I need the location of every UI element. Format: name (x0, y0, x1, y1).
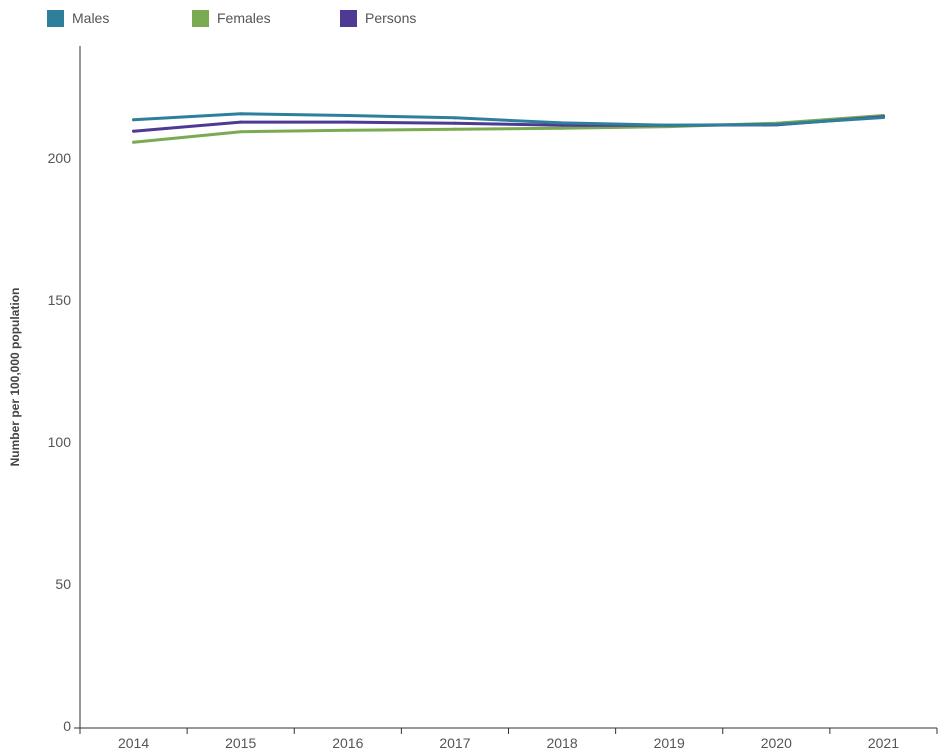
x-tick-label: 2014 (118, 735, 149, 751)
chart-legend: Males Females Persons (0, 0, 938, 34)
x-tick-label: 2019 (654, 735, 685, 751)
data-point-males[interactable] (667, 123, 671, 127)
series-line-males[interactable] (132, 112, 885, 127)
data-point-females[interactable] (239, 130, 243, 134)
data-point-females[interactable] (132, 140, 136, 144)
legend-item-males[interactable]: Males (47, 8, 109, 28)
y-tick-label: 0 (63, 718, 71, 734)
x-axis: 2014 2015 2016 2017 2018 2019 2020 2021 (74, 727, 938, 751)
data-point-males[interactable] (132, 118, 136, 122)
data-point-males[interactable] (881, 116, 885, 120)
y-tick-label: 200 (48, 150, 72, 166)
data-point-males[interactable] (560, 121, 564, 125)
x-tick-label: 2021 (868, 735, 899, 751)
data-point-males[interactable] (239, 112, 243, 116)
data-point-persons[interactable] (346, 120, 350, 124)
y-axis-title: Number per 100,000 population (8, 288, 22, 467)
data-point-females[interactable] (453, 127, 457, 131)
data-point-males[interactable] (453, 116, 457, 120)
legend-item-females[interactable]: Females (192, 8, 271, 28)
x-tick-label: 2018 (546, 735, 577, 751)
data-point-males[interactable] (346, 114, 350, 118)
legend-swatch-females (192, 9, 209, 27)
data-point-persons[interactable] (560, 123, 564, 127)
y-tick-label: 50 (55, 576, 71, 592)
data-point-females[interactable] (560, 126, 564, 130)
legend-swatch-males (47, 9, 64, 27)
legend-swatch-persons (340, 9, 357, 27)
data-point-males[interactable] (774, 122, 778, 126)
y-axis: 0 50 100 150 200 (48, 46, 81, 734)
legend-label-males: Males (72, 10, 110, 26)
data-point-females[interactable] (346, 128, 350, 132)
y-tick-label: 100 (48, 434, 72, 450)
x-tick-label: 2020 (761, 735, 792, 751)
x-tick-label: 2016 (332, 735, 363, 751)
data-point-persons[interactable] (453, 121, 457, 125)
x-tick-label: 2015 (225, 735, 256, 751)
data-point-persons[interactable] (239, 120, 243, 124)
legend-label-persons: Persons (365, 10, 417, 26)
y-tick-label: 150 (48, 292, 72, 308)
x-tick-label: 2017 (439, 735, 470, 751)
data-point-persons[interactable] (132, 129, 136, 133)
series-group (132, 112, 885, 144)
legend-label-females: Females (217, 10, 271, 26)
legend-item-persons[interactable]: Persons (340, 8, 416, 28)
